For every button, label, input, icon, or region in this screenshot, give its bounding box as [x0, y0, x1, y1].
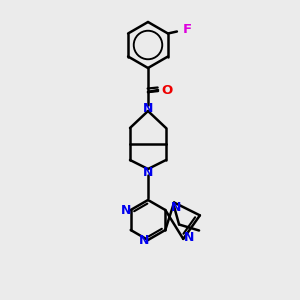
Text: N: N: [184, 231, 194, 244]
Text: F: F: [182, 23, 191, 36]
Text: N: N: [143, 101, 153, 115]
Text: N: N: [171, 201, 181, 214]
Text: N: N: [139, 235, 149, 248]
Text: N: N: [121, 203, 131, 217]
Text: O: O: [161, 83, 172, 97]
Text: N: N: [143, 166, 153, 178]
